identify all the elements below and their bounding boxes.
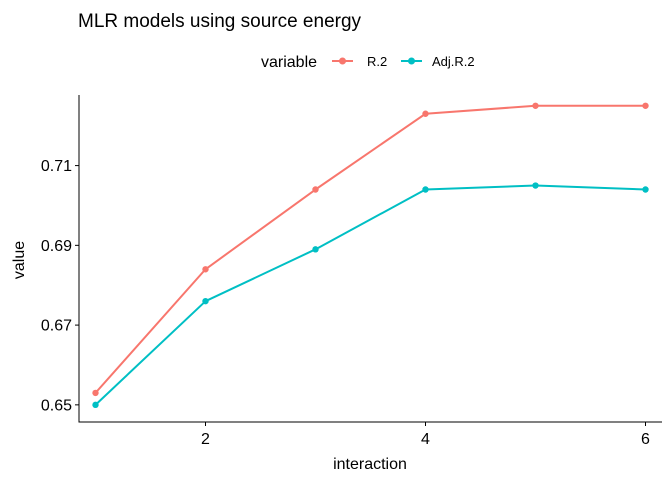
data-point-r-2-4 xyxy=(422,110,429,117)
series-line-adj-r-2 xyxy=(94,184,646,406)
legend-title: variable xyxy=(261,54,317,71)
y-tick-label-0-69: 0.69 xyxy=(41,238,72,255)
legend-label-adj-r2: Adj.R.2 xyxy=(432,54,475,69)
legend-item-r2: R.2 xyxy=(332,54,387,69)
data-point-adj-r-2-1 xyxy=(92,401,99,409)
data-point-adj-r-2-4 xyxy=(422,186,429,193)
y-tick-label-0-71: 0.71 xyxy=(41,158,72,175)
data-point-adj-r-2-5 xyxy=(532,182,539,189)
data-point-adj-r-2-2 xyxy=(202,297,209,305)
data-point-adj-r-2-6 xyxy=(642,186,649,193)
y-tick-label-0-65: 0.65 xyxy=(41,397,72,414)
data-point-adj-r-2-3 xyxy=(312,246,319,253)
y-tick-label-0-67: 0.67 xyxy=(41,318,72,335)
x-tick-label-2: 2 xyxy=(201,431,210,448)
data-point-r-2-3 xyxy=(312,186,319,193)
chart-title: MLR models using source energy xyxy=(78,11,362,32)
legend-label-r2: R.2 xyxy=(367,54,387,69)
legend-key-point-adj-r2 xyxy=(408,57,415,65)
series-line-r-2 xyxy=(94,104,646,394)
data-point-r-2-1 xyxy=(92,389,99,397)
data-point-r-2-6 xyxy=(642,102,649,109)
plot-area xyxy=(92,102,649,409)
axes: 0.65 0.67 0.69 0.71 2 4 6 xyxy=(41,95,662,448)
y-axis-title: value xyxy=(11,241,28,279)
x-tick-label-4: 4 xyxy=(421,431,430,448)
legend-item-adj-r2: Adj.R.2 xyxy=(401,54,475,69)
x-axis-title: interaction xyxy=(333,456,407,473)
x-tick-label-6: 6 xyxy=(641,431,650,448)
legend-key-point-r2 xyxy=(339,57,346,65)
data-point-r-2-5 xyxy=(532,102,539,109)
data-point-r-2-2 xyxy=(202,266,209,273)
legend: variable R.2 Adj.R.2 xyxy=(261,54,475,71)
